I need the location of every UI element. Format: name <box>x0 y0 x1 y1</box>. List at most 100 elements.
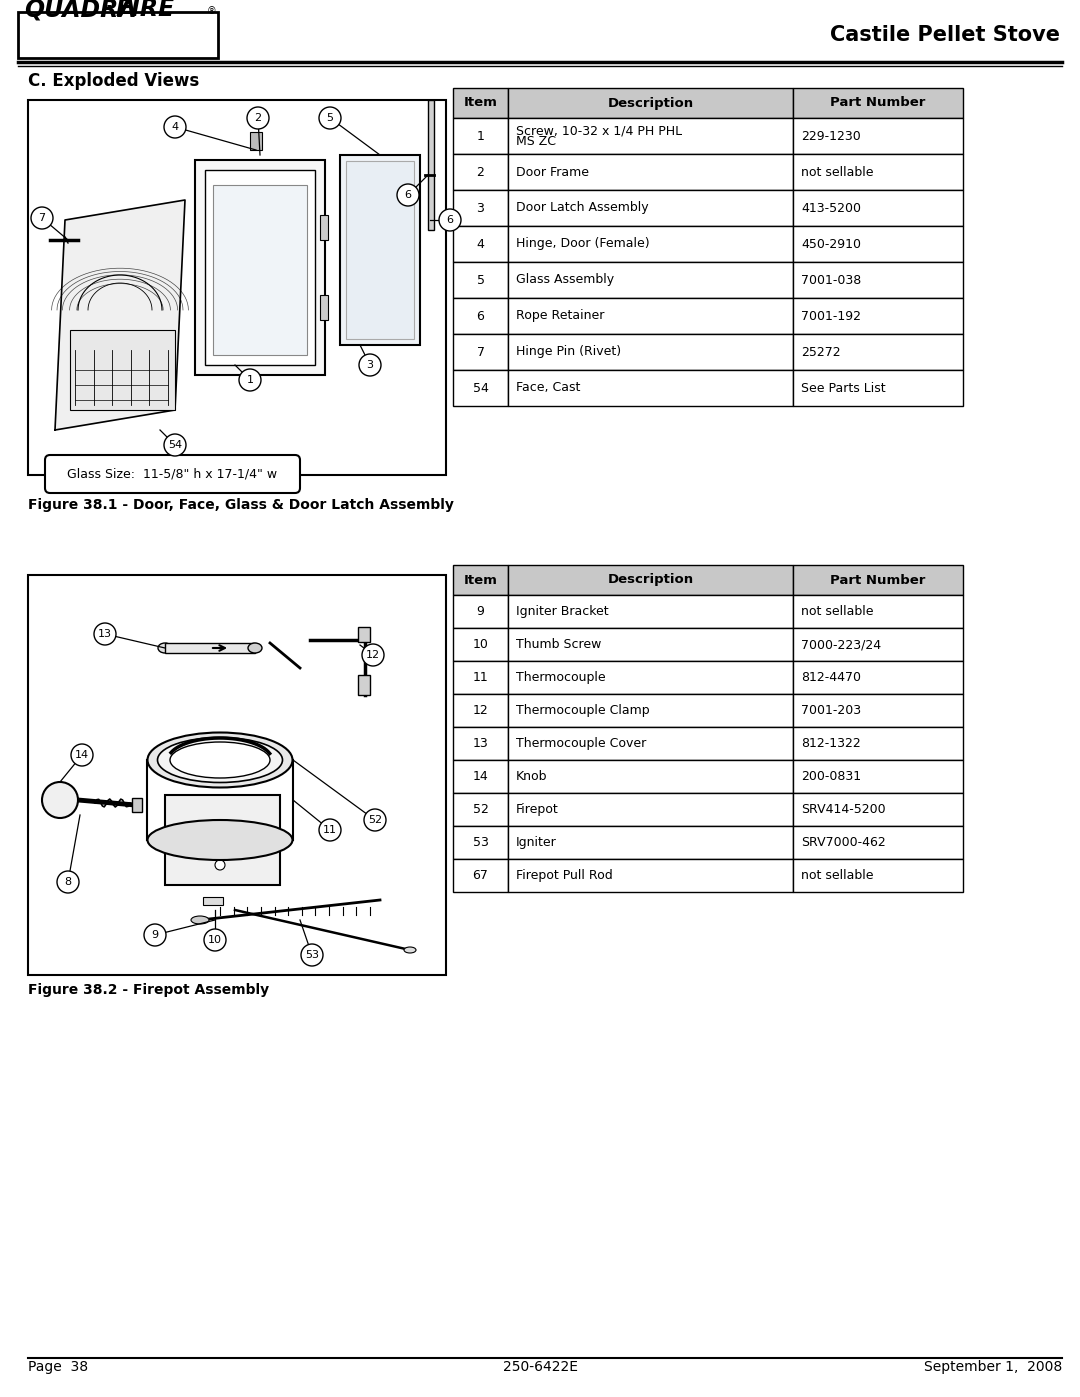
Text: 6: 6 <box>476 310 485 323</box>
Bar <box>508 154 793 190</box>
Text: 5: 5 <box>326 113 334 123</box>
Bar <box>453 370 508 407</box>
Circle shape <box>247 108 269 129</box>
Ellipse shape <box>248 643 262 652</box>
Text: 14: 14 <box>75 750 89 760</box>
Bar <box>793 629 963 661</box>
Text: 7: 7 <box>476 345 485 359</box>
Text: 812-4470: 812-4470 <box>801 671 861 685</box>
Circle shape <box>31 207 53 229</box>
Bar <box>205 170 315 365</box>
Text: 13: 13 <box>98 629 112 638</box>
Bar <box>428 101 434 231</box>
Bar <box>346 161 414 339</box>
Text: Screw, 10-32 x 1/4 PH PHL: Screw, 10-32 x 1/4 PH PHL <box>516 124 683 137</box>
Circle shape <box>57 870 79 893</box>
Circle shape <box>164 116 186 138</box>
Text: 67: 67 <box>473 869 488 882</box>
Text: C. Exploded Views: C. Exploded Views <box>28 73 199 89</box>
Bar <box>793 370 963 407</box>
Bar <box>508 298 793 334</box>
Circle shape <box>42 782 78 819</box>
Bar <box>793 694 963 726</box>
Text: Igniter: Igniter <box>516 835 557 849</box>
Text: Description: Description <box>607 574 693 587</box>
Text: 5: 5 <box>476 274 485 286</box>
Bar <box>508 88 793 117</box>
Bar <box>793 793 963 826</box>
Circle shape <box>164 434 186 455</box>
Text: 7001-203: 7001-203 <box>801 704 861 717</box>
Circle shape <box>215 861 225 870</box>
Bar <box>357 627 370 643</box>
Text: 11: 11 <box>323 826 337 835</box>
Bar <box>453 298 508 334</box>
Text: Thermocouple Cover: Thermocouple Cover <box>516 738 646 750</box>
Text: Thermocouple: Thermocouple <box>516 671 606 685</box>
Bar <box>508 661 793 694</box>
Text: 8: 8 <box>65 877 71 887</box>
Bar <box>453 334 508 370</box>
Ellipse shape <box>170 742 270 778</box>
Text: Knob: Knob <box>516 770 548 782</box>
Bar <box>793 334 963 370</box>
Bar <box>70 330 175 409</box>
Bar <box>508 793 793 826</box>
Bar <box>453 726 508 760</box>
Text: 7001-038: 7001-038 <box>801 274 861 286</box>
Circle shape <box>240 845 249 855</box>
Bar <box>320 215 328 240</box>
Text: 52: 52 <box>473 803 488 816</box>
Text: 52: 52 <box>368 814 382 826</box>
Circle shape <box>185 845 195 855</box>
Text: FIRE: FIRE <box>114 0 174 21</box>
Circle shape <box>319 819 341 841</box>
Text: 450-2910: 450-2910 <box>801 237 861 250</box>
Text: 7000-223/24: 7000-223/24 <box>801 638 881 651</box>
Text: 7: 7 <box>39 212 45 224</box>
Bar <box>793 226 963 263</box>
Text: 1: 1 <box>246 374 254 386</box>
Bar <box>357 675 370 694</box>
Text: ®: ® <box>207 6 217 15</box>
Bar <box>195 161 325 374</box>
Circle shape <box>438 210 461 231</box>
Text: not sellable: not sellable <box>801 869 874 882</box>
Bar <box>793 661 963 694</box>
Text: SRV7000-462: SRV7000-462 <box>801 835 886 849</box>
Text: 812-1322: 812-1322 <box>801 738 861 750</box>
Text: 6: 6 <box>446 215 454 225</box>
Bar <box>508 726 793 760</box>
Bar <box>165 795 280 886</box>
Text: Firepot Pull Rod: Firepot Pull Rod <box>516 869 612 882</box>
Text: 12: 12 <box>366 650 380 659</box>
Bar <box>213 184 307 355</box>
Text: 9: 9 <box>476 605 485 617</box>
Bar <box>508 263 793 298</box>
Text: 3: 3 <box>366 360 374 370</box>
Bar <box>453 826 508 859</box>
Text: 2: 2 <box>476 165 485 179</box>
Bar <box>165 643 255 652</box>
Bar <box>453 88 508 117</box>
Bar <box>793 88 963 117</box>
Bar <box>508 334 793 370</box>
Text: Description: Description <box>607 96 693 109</box>
Circle shape <box>204 929 226 951</box>
Circle shape <box>301 944 323 965</box>
Bar <box>508 629 793 661</box>
Text: Figure 38.1 - Door, Face, Glass & Door Latch Assembly: Figure 38.1 - Door, Face, Glass & Door L… <box>28 497 454 511</box>
Bar <box>453 190 508 226</box>
Circle shape <box>364 809 386 831</box>
Text: 10: 10 <box>473 638 488 651</box>
Text: 413-5200: 413-5200 <box>801 201 861 215</box>
Text: 9: 9 <box>151 930 159 940</box>
Text: Door Frame: Door Frame <box>516 165 589 179</box>
Text: 11: 11 <box>473 671 488 685</box>
Text: 2: 2 <box>255 113 261 123</box>
Text: 1: 1 <box>476 130 485 142</box>
Bar <box>508 370 793 407</box>
Bar <box>249 131 262 149</box>
Ellipse shape <box>148 820 293 861</box>
Text: 54: 54 <box>473 381 488 394</box>
